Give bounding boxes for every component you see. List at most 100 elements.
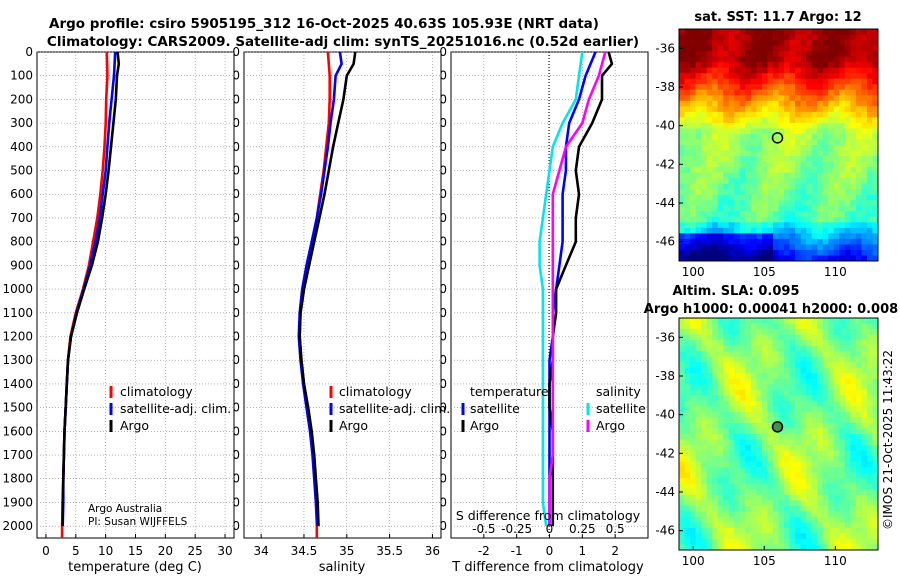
heatmap-cell: [750, 329, 757, 336]
heatmap-cell: [745, 183, 752, 190]
heatmap-cell: [789, 406, 796, 413]
heatmap-cell: [706, 527, 713, 535]
heatmap-cell: [795, 133, 802, 141]
heatmap-cell: [839, 378, 846, 385]
heatmap-cell: [817, 194, 824, 201]
heatmap-cell: [701, 544, 708, 550]
heatmap-cell: [811, 133, 818, 141]
heatmap-cell: [795, 456, 802, 463]
heatmap-cell: [811, 467, 818, 474]
heatmap-cell: [734, 255, 741, 261]
heatmap-cell: [695, 329, 702, 336]
heatmap-cell: [745, 411, 752, 419]
heatmap-cell: [772, 34, 780, 41]
depth-tick-label: 1000: [2, 282, 33, 296]
heatmap-cell: [723, 445, 730, 452]
heatmap-cell: [695, 51, 702, 58]
heatmap-cell: [861, 478, 868, 485]
heatmap-cell: [767, 249, 774, 257]
heatmap-cell: [717, 45, 724, 52]
heatmap-cell: [833, 351, 840, 358]
heatmap-cell: [872, 505, 878, 512]
heatmap-cell: [817, 472, 824, 479]
heatmap-cell: [761, 544, 769, 550]
heatmap-cell: [872, 494, 878, 501]
heatmap-cell: [761, 417, 769, 424]
heatmap-cell: [844, 450, 851, 457]
heatmap-cell: [795, 216, 802, 223]
map-x-tick-label: 105: [753, 554, 776, 568]
heatmap-cell: [817, 467, 824, 474]
temperature-grid: [37, 51, 234, 538]
heatmap-cell: [855, 227, 863, 234]
heatmap-cell: [855, 445, 863, 452]
heatmap-cell: [795, 189, 802, 196]
heatmap-cell: [795, 222, 802, 229]
heatmap-cell: [717, 216, 724, 223]
heatmap-cell: [756, 450, 763, 457]
heatmap-cell: [734, 356, 741, 363]
heatmap-cell: [839, 40, 846, 47]
heatmap-cell: [695, 323, 702, 330]
map-y-tick-label: -42: [655, 446, 675, 460]
heatmap-cell: [844, 40, 851, 47]
heatmap-cell: [712, 428, 719, 435]
heatmap-cell: [690, 516, 697, 523]
heatmap-cell: [684, 222, 691, 229]
heatmap-cell: [728, 445, 735, 452]
heatmap-cell: [767, 62, 774, 69]
heatmap-cell: [833, 189, 840, 196]
heatmap-cell: [761, 334, 769, 341]
heatmap-cell: [728, 84, 735, 91]
heatmap-cell: [728, 522, 735, 529]
heatmap-cell: [828, 389, 835, 396]
heatmap-cell: [745, 139, 752, 146]
heatmap-cell: [690, 434, 697, 441]
heatmap-cell: [745, 227, 752, 234]
heatmap-cell: [872, 117, 878, 124]
heatmap-cell: [745, 395, 752, 402]
heatmap-cell: [795, 422, 802, 430]
x-tick-label: -1: [511, 544, 523, 558]
heatmap-cell: [811, 505, 818, 512]
heatmap-cell: [800, 255, 807, 261]
heatmap-cell: [795, 340, 802, 347]
heatmap-cell: [756, 400, 763, 407]
heatmap-cell: [745, 318, 752, 325]
heatmap-cell: [778, 133, 785, 141]
heatmap-cell: [701, 323, 708, 330]
heatmap-cell: [778, 434, 785, 441]
heatmap-cell: [745, 340, 752, 347]
heatmap-cell: [695, 533, 702, 540]
heatmap-cell: [739, 422, 746, 430]
heatmap-cell: [761, 439, 769, 446]
heatmap-cell: [844, 522, 851, 529]
heatmap-cell: [800, 334, 807, 341]
heatmap-cell: [806, 340, 813, 347]
heatmap-cell: [839, 222, 846, 229]
heatmap-cell: [795, 511, 802, 518]
heatmap-cell: [866, 145, 874, 152]
heatmap-cell: [784, 45, 791, 52]
heatmap-cell: [723, 494, 730, 501]
heatmap-cell: [872, 189, 878, 196]
heatmap-cell: [723, 505, 730, 512]
heatmap-cell: [806, 505, 813, 512]
heatmap-cell: [712, 183, 719, 190]
heatmap-cell: [717, 340, 724, 347]
depth-tick-label: 900: [10, 258, 33, 272]
heatmap-cell: [872, 538, 878, 546]
heatmap-cell: [833, 329, 840, 336]
heatmap-cell: [684, 378, 691, 385]
heatmap-cell: [701, 172, 708, 179]
s-diff-tick-label: 0.25: [569, 522, 596, 536]
heatmap-cell: [734, 200, 741, 207]
heatmap-cell: [772, 189, 780, 196]
heatmap-cell: [855, 395, 863, 402]
heatmap-cell: [772, 489, 780, 496]
heatmap-cell: [872, 450, 878, 457]
heatmap-cell: [690, 411, 697, 419]
heatmap-cell: [761, 29, 769, 36]
heatmap-cell: [800, 156, 807, 163]
heatmap-cell: [833, 345, 840, 352]
